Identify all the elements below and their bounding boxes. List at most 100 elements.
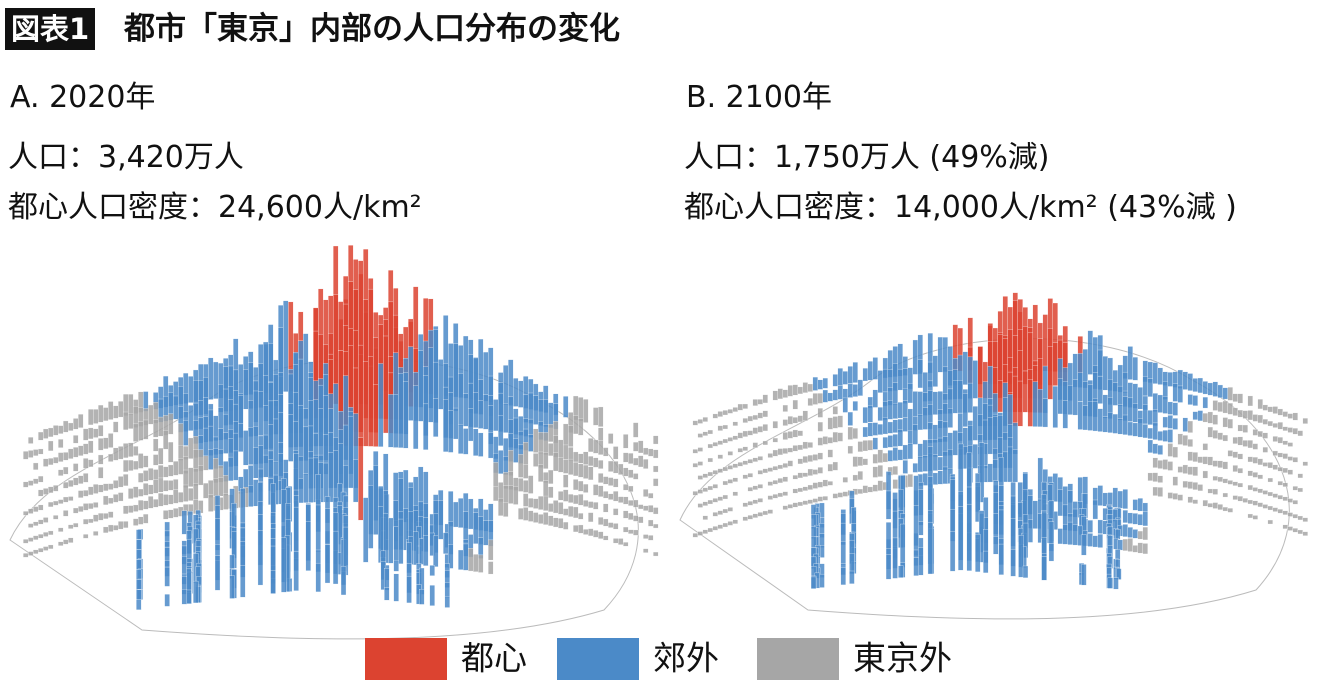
map-bar	[178, 423, 184, 447]
map-bar	[136, 589, 142, 600]
map-bar	[1137, 542, 1143, 554]
map-bar	[1282, 411, 1288, 418]
map-bar	[807, 398, 813, 406]
map-bar	[872, 484, 878, 492]
map-bar	[563, 423, 569, 446]
map-bar	[1132, 356, 1138, 381]
map-bar	[942, 337, 948, 373]
map-bar	[1142, 526, 1148, 541]
map-bar	[563, 459, 569, 474]
map-bar	[108, 483, 114, 490]
map-bar	[797, 472, 803, 479]
map-bar	[38, 519, 44, 525]
map-bar	[419, 589, 425, 605]
map-bar	[73, 447, 79, 458]
map-bar	[1272, 423, 1278, 428]
map-bar	[1112, 487, 1118, 508]
map-bar	[643, 534, 649, 539]
map-bar	[817, 393, 823, 404]
map-bar	[987, 463, 993, 483]
map-bar	[782, 505, 788, 510]
map-bar	[1252, 515, 1258, 520]
map-bar	[523, 493, 529, 507]
map-bar	[88, 518, 94, 524]
map-bar	[523, 507, 529, 521]
map-bar	[1292, 457, 1298, 463]
map-bar	[598, 440, 604, 455]
map-bar	[68, 422, 74, 431]
map-bar	[1222, 461, 1228, 470]
map-bar	[862, 426, 868, 438]
map-bar	[173, 508, 179, 518]
map-bar	[223, 475, 229, 496]
map-bar	[822, 436, 828, 445]
map-bar	[752, 513, 758, 518]
map-bar	[198, 465, 204, 486]
map-bar	[168, 494, 174, 505]
map-bar	[181, 589, 188, 605]
map-bar	[1202, 470, 1208, 479]
map-bar	[942, 466, 948, 485]
map-bar	[747, 459, 753, 464]
map-bar	[488, 561, 494, 575]
map-bar	[1137, 498, 1143, 512]
map-bar	[857, 379, 863, 396]
map-bar	[478, 432, 484, 457]
map-bar	[1202, 396, 1208, 409]
map-bar	[777, 464, 783, 470]
map-bar	[907, 430, 913, 446]
map-bar	[173, 489, 179, 504]
map-bar	[885, 554, 892, 580]
map-bar	[1302, 531, 1308, 536]
map-bar	[1287, 442, 1293, 447]
map-bar	[727, 479, 733, 484]
map-bar	[1027, 519, 1033, 543]
map-bar	[872, 453, 878, 464]
map-bar	[393, 559, 399, 572]
map-bar	[787, 504, 793, 509]
map-bar	[1177, 369, 1183, 389]
map-bar	[1047, 346, 1053, 400]
map-bar	[83, 428, 89, 441]
map-bar	[158, 447, 164, 465]
map-bar	[73, 435, 79, 444]
map-bar	[792, 475, 798, 480]
map-bar	[1182, 480, 1188, 488]
map-bar	[153, 499, 159, 508]
map-bar	[1217, 384, 1223, 398]
map-bar	[918, 521, 924, 536]
map-bar	[913, 557, 919, 576]
map-bar	[73, 477, 79, 486]
map-bar	[1117, 418, 1123, 435]
map-bar	[413, 385, 419, 450]
map-bar	[136, 579, 142, 590]
map-bar	[558, 491, 564, 501]
map-bar	[1292, 428, 1298, 435]
map-bar	[877, 370, 883, 393]
map-bar	[877, 449, 883, 463]
map-bar	[493, 486, 499, 502]
map-bar	[233, 450, 239, 481]
map-bar	[143, 391, 149, 412]
map-bar	[1010, 549, 1016, 577]
map-bar	[797, 386, 803, 395]
map-bar	[315, 562, 321, 593]
map-bar	[1277, 466, 1283, 472]
map-bar	[782, 448, 788, 454]
map-bar	[1142, 376, 1148, 397]
map-bar	[203, 427, 209, 457]
map-bar	[193, 580, 199, 604]
map-bar	[93, 409, 99, 424]
map-bar	[243, 369, 249, 410]
map-bar	[1232, 407, 1238, 416]
map-bar	[852, 384, 858, 397]
map-bar	[932, 355, 938, 387]
map-bar	[717, 524, 723, 529]
map-bar	[892, 447, 898, 461]
map-bar	[1237, 393, 1243, 404]
map-bar	[767, 509, 773, 514]
map-bar	[453, 501, 459, 528]
map-bar	[483, 394, 489, 430]
map-bar	[1042, 314, 1048, 372]
map-bar	[907, 408, 913, 432]
